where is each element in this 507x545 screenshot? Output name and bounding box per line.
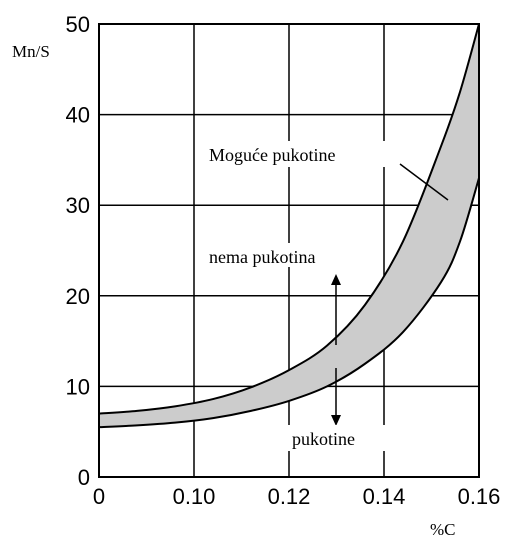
x-tick-label: 0.12 — [268, 484, 311, 509]
no-cracks-annotation: nema pukotina — [207, 243, 370, 345]
y-tick-label: 40 — [66, 103, 90, 128]
grid — [99, 24, 479, 477]
lower-boundary-curve — [98, 177, 480, 429]
y-tick-label: 0 — [78, 465, 90, 490]
y-tick-labels: 0 10 20 30 40 50 — [66, 12, 90, 490]
up-arrow-head — [331, 274, 341, 285]
plot-frame — [98, 23, 480, 478]
cracks-label: pukotine — [292, 429, 355, 449]
upper-boundary-curve — [98, 23, 480, 415]
x-tick-label: 0.10 — [173, 484, 216, 509]
band-leader-line — [399, 163, 449, 201]
down-arrow-head — [331, 415, 341, 426]
no-cracks-label: nema pukotina — [209, 247, 315, 267]
y-tick-label: 30 — [66, 193, 90, 218]
y-tick-label: 10 — [66, 374, 90, 399]
y-tick-label: 20 — [66, 284, 90, 309]
band-annotation: Moguće pukotine — [206, 141, 449, 201]
cracks-annotation: pukotine — [288, 368, 388, 451]
y-axis-label: Mn/S — [12, 42, 50, 61]
x-tick-label: 0.16 — [458, 484, 501, 509]
x-tick-label: 0 — [93, 484, 105, 509]
y-tick-label: 50 — [66, 12, 90, 37]
x-axis-label: %C — [430, 520, 456, 539]
crack-risk-band — [99, 24, 479, 428]
x-tick-labels: 0 0.10 0.12 0.14 0.16 — [93, 484, 501, 509]
band-label: Moguće pukotine — [209, 145, 335, 165]
x-tick-label: 0.14 — [363, 484, 406, 509]
